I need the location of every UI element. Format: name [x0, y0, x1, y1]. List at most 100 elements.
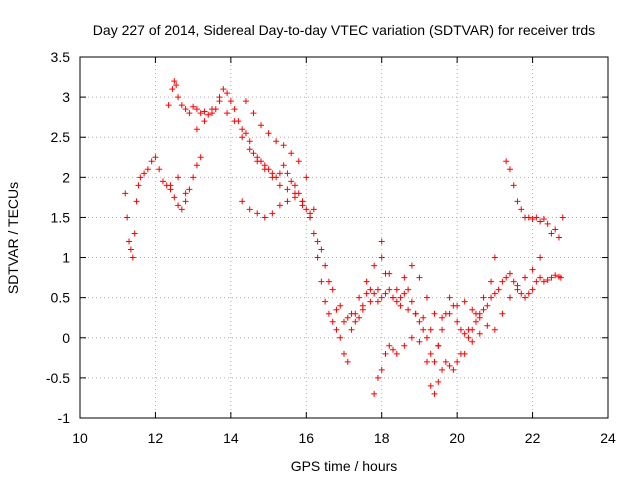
data-point — [431, 390, 438, 397]
data-point — [427, 350, 434, 357]
data-point — [371, 262, 378, 269]
data-point — [288, 178, 295, 185]
data-point — [131, 230, 138, 237]
data-point — [537, 274, 544, 281]
data-point — [510, 278, 517, 285]
data-point — [314, 238, 321, 245]
data-point — [341, 350, 347, 357]
data-point — [533, 278, 540, 285]
data-point — [401, 342, 408, 349]
data-point — [499, 278, 506, 285]
data-point — [261, 166, 268, 173]
data-point — [439, 314, 446, 321]
data-point — [522, 274, 529, 281]
data-point — [182, 190, 189, 197]
data-point — [231, 118, 238, 125]
data-point — [408, 334, 415, 341]
data-point — [506, 294, 513, 301]
data-point — [201, 118, 208, 125]
y-tick-label: 3.5 — [51, 49, 71, 65]
data-point — [246, 206, 253, 213]
data-point — [167, 182, 174, 189]
x-tick-label: 12 — [148, 430, 164, 446]
data-point — [325, 278, 332, 285]
data-point — [284, 186, 291, 193]
data-point — [127, 246, 134, 253]
data-point — [499, 310, 506, 317]
data-point — [258, 122, 265, 129]
data-point — [382, 290, 389, 297]
data-point — [224, 90, 231, 97]
data-point — [393, 286, 400, 293]
data-point — [329, 318, 336, 325]
data-point — [544, 277, 551, 284]
data-point — [525, 290, 532, 297]
data-point — [273, 138, 280, 145]
data-point — [363, 290, 370, 297]
data-point — [420, 314, 427, 321]
data-point — [299, 202, 306, 209]
data-point — [356, 314, 363, 321]
data-point — [446, 310, 453, 317]
data-point — [480, 306, 487, 313]
data-point — [250, 110, 257, 117]
data-point — [246, 146, 253, 153]
data-point — [378, 254, 385, 261]
x-tick-label: 22 — [525, 430, 541, 446]
data-point — [239, 198, 246, 205]
data-point — [552, 226, 559, 233]
data-point — [224, 110, 231, 117]
data-point — [506, 270, 513, 277]
data-point — [540, 278, 547, 285]
data-point — [310, 206, 317, 213]
data-point — [333, 306, 340, 313]
data-point — [427, 382, 434, 389]
data-point — [378, 294, 385, 301]
data-point — [205, 111, 212, 118]
x-tick-label: 16 — [298, 430, 314, 446]
data-point — [239, 126, 246, 133]
x-axis-label: GPS time / hours — [291, 458, 398, 474]
data-point — [322, 298, 329, 305]
data-point — [165, 102, 172, 109]
data-point — [386, 270, 393, 277]
data-point — [269, 174, 276, 181]
data-point — [348, 326, 355, 333]
data-point — [133, 198, 140, 205]
data-point — [529, 286, 536, 293]
data-point — [522, 294, 529, 301]
data-point — [337, 334, 344, 341]
y-tick-label: -0.5 — [46, 370, 70, 386]
data-point — [156, 166, 163, 173]
data-point — [178, 206, 185, 213]
data-point — [374, 374, 381, 381]
data-point — [175, 174, 182, 181]
data-point — [367, 286, 374, 293]
plot-frame — [79, 56, 609, 419]
data-point — [356, 294, 363, 301]
data-point — [461, 330, 468, 337]
data-point — [480, 294, 487, 301]
data-point — [525, 214, 532, 221]
data-point — [559, 214, 566, 221]
data-point — [397, 294, 404, 301]
data-point — [533, 214, 540, 221]
data-point — [552, 272, 559, 279]
data-point — [484, 322, 491, 329]
data-point — [148, 158, 155, 165]
data-point — [439, 326, 446, 333]
data-point — [135, 182, 142, 189]
data-point — [374, 298, 381, 305]
x-tick-label: 24 — [600, 430, 616, 446]
data-point — [269, 210, 276, 217]
data-point — [193, 162, 200, 169]
data-point — [276, 170, 283, 177]
data-point — [491, 326, 498, 333]
data-point — [427, 326, 434, 333]
data-point — [412, 310, 419, 317]
data-point — [548, 230, 555, 237]
data-point — [159, 178, 166, 185]
data-point — [220, 86, 227, 93]
data-point — [186, 186, 193, 193]
data-point — [137, 174, 144, 181]
